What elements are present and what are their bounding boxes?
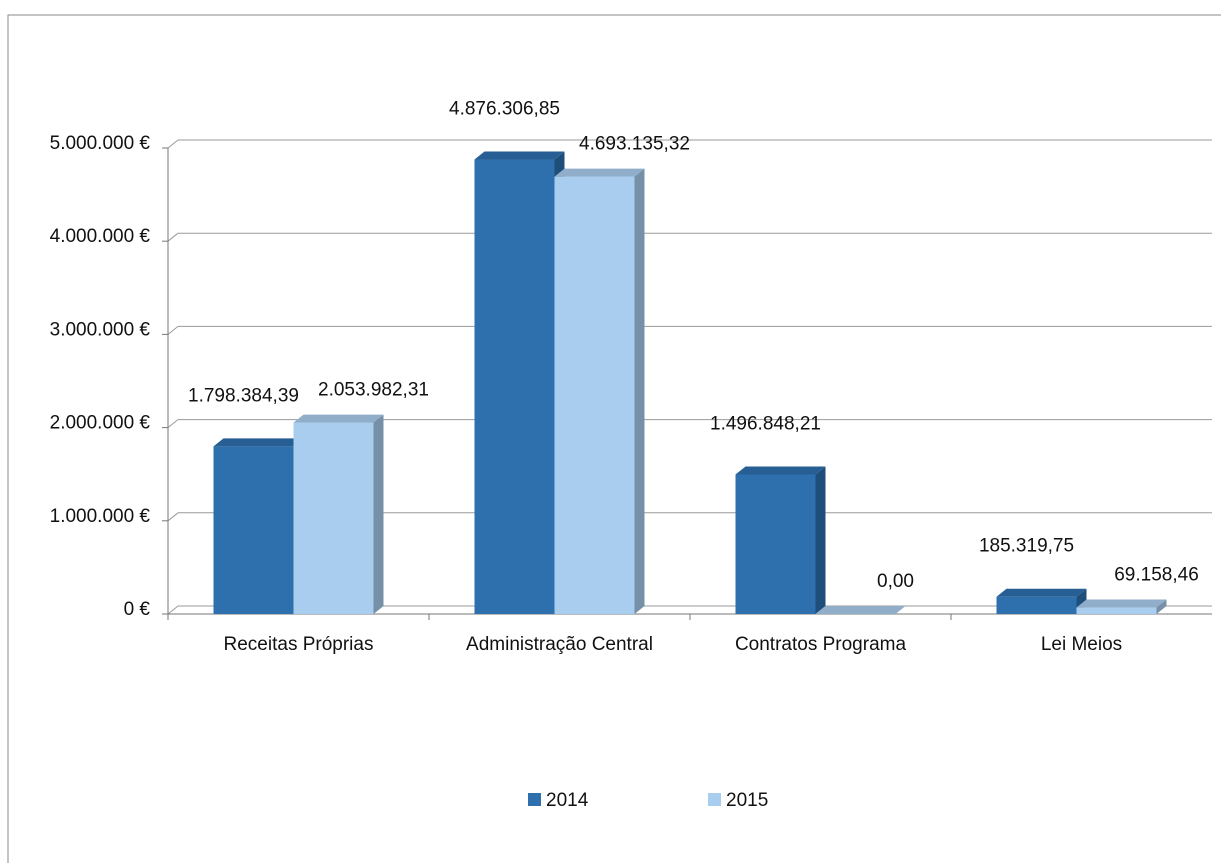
grid-line-side: [167, 419, 179, 428]
x-tick-label: Lei Meios: [1040, 634, 1123, 655]
legend-swatch: [708, 793, 721, 806]
bar: [474, 159, 555, 614]
y-tick-label: 2.000.000 €: [50, 413, 151, 434]
bar-top: [293, 414, 384, 423]
grid-line-side: [167, 605, 179, 615]
bar-top: [815, 606, 906, 614]
bar: [213, 446, 294, 614]
y-tick-label: 5.000.000 €: [50, 133, 151, 154]
x-tick-label: Receitas Próprias: [223, 634, 374, 655]
data-label: 2.053.982,31: [318, 380, 429, 401]
bar-top: [1076, 599, 1167, 608]
bar-top: [996, 588, 1087, 597]
data-label: 1.798.384,39: [188, 385, 299, 406]
grid-line-side: [167, 232, 179, 242]
y-tick-label: 1.000.000 €: [50, 506, 151, 527]
data-label: 0,00: [877, 571, 914, 592]
y-tick-label: 3.000.000 €: [50, 319, 151, 340]
bar-top: [735, 466, 826, 475]
grid-line-side: [167, 326, 179, 335]
bar: [554, 176, 635, 614]
bar-top: [213, 438, 304, 447]
legend-swatch: [528, 793, 541, 806]
chart-frame: [7, 14, 1221, 863]
x-tick-label: Contratos Programa: [734, 634, 907, 655]
grid-line-side: [167, 512, 179, 522]
data-label: 1.496.848,21: [710, 414, 821, 435]
bar: [1076, 607, 1157, 614]
bar: [996, 596, 1077, 614]
data-label: 185.319,75: [979, 536, 1074, 557]
data-label: 69.158,46: [1114, 565, 1199, 586]
legend-label: 2014: [546, 790, 589, 811]
grid-line-side: [167, 139, 179, 149]
bar-side: [1156, 599, 1167, 614]
y-tick-label: 4.000.000 €: [50, 226, 151, 247]
bar: [735, 474, 816, 614]
bar-top: [554, 168, 645, 177]
bar: [293, 422, 374, 614]
bar-side: [373, 414, 384, 614]
bar-side: [815, 466, 826, 614]
data-label: 4.876.306,85: [449, 99, 560, 120]
bar-side: [634, 168, 645, 614]
y-tick-label: 0 €: [124, 599, 151, 620]
data-label: 4.693.135,32: [579, 134, 690, 155]
bar-top: [474, 151, 565, 160]
x-tick-label: Administração Central: [466, 634, 653, 655]
legend-label: 2015: [726, 790, 768, 811]
